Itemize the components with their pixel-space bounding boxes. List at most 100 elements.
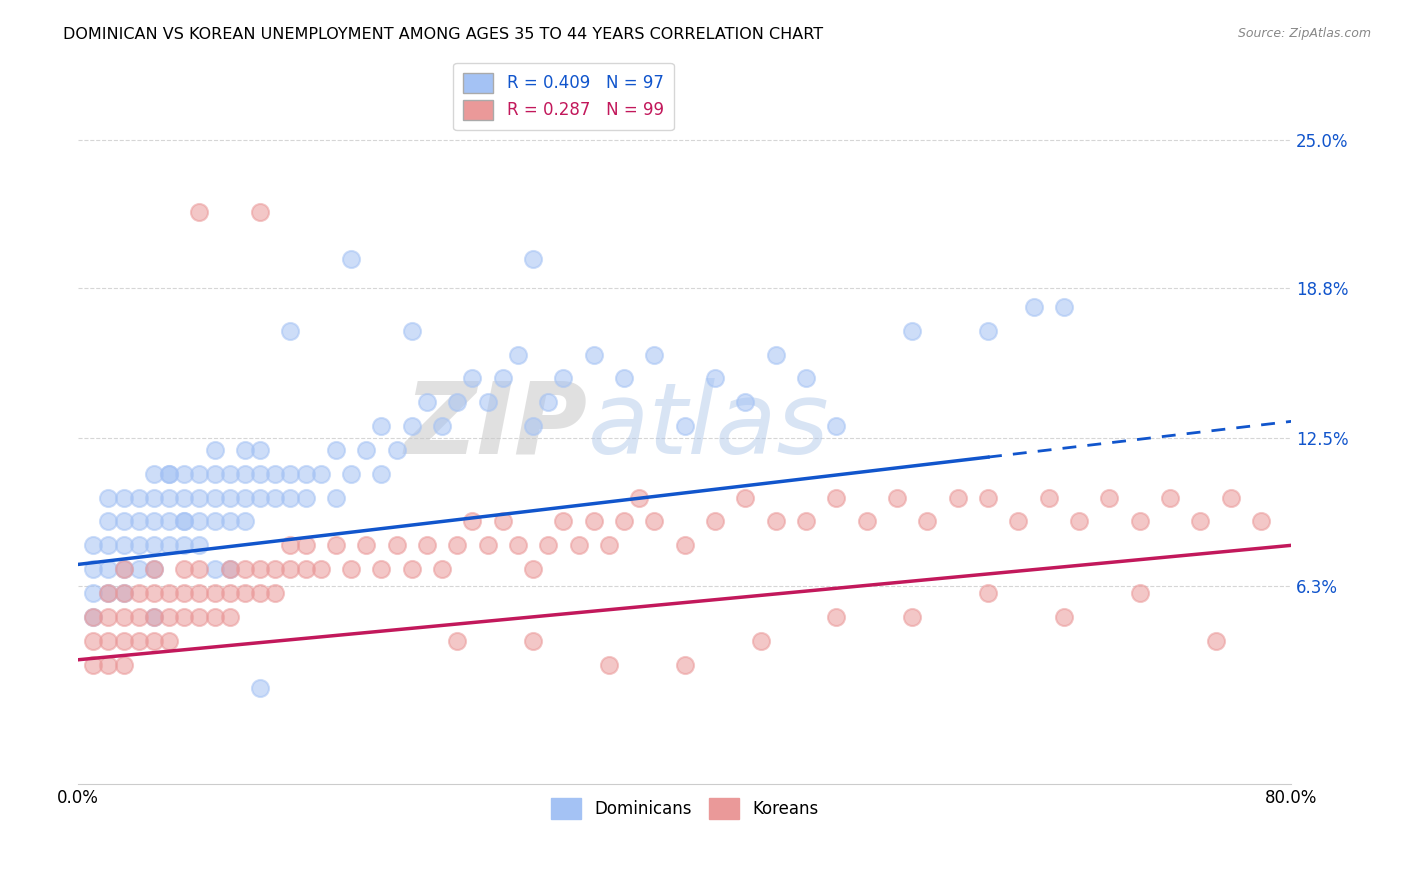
Point — [97, 562, 120, 576]
Text: atlas: atlas — [588, 377, 830, 475]
Point — [264, 467, 287, 481]
Point — [553, 371, 575, 385]
Point — [204, 442, 226, 457]
Point — [340, 562, 363, 576]
Point — [128, 538, 150, 552]
Point — [264, 562, 287, 576]
Point — [765, 515, 787, 529]
Point — [294, 562, 316, 576]
Point — [218, 562, 240, 576]
Point — [249, 562, 271, 576]
Point — [280, 562, 302, 576]
Point — [112, 657, 135, 672]
Point — [157, 467, 180, 481]
Point — [249, 681, 271, 696]
Point — [446, 538, 468, 552]
Point — [765, 348, 787, 362]
Point — [142, 538, 165, 552]
Point — [173, 562, 195, 576]
Point — [82, 586, 104, 600]
Point — [794, 371, 817, 385]
Point — [1129, 586, 1152, 600]
Point — [233, 562, 256, 576]
Point — [173, 515, 195, 529]
Point — [977, 491, 1000, 505]
Point — [354, 538, 377, 552]
Point — [97, 586, 120, 600]
Point — [173, 610, 195, 624]
Point — [188, 204, 211, 219]
Point — [82, 562, 104, 576]
Point — [643, 515, 665, 529]
Point — [204, 562, 226, 576]
Point — [112, 586, 135, 600]
Point — [977, 324, 1000, 338]
Point — [340, 252, 363, 267]
Point — [157, 467, 180, 481]
Point — [218, 586, 240, 600]
Point — [97, 538, 120, 552]
Point — [416, 395, 439, 409]
Point — [142, 586, 165, 600]
Point — [128, 586, 150, 600]
Point — [157, 586, 180, 600]
Point — [461, 515, 484, 529]
Point — [173, 491, 195, 505]
Point — [142, 610, 165, 624]
Point — [112, 491, 135, 505]
Point — [977, 586, 1000, 600]
Point — [1022, 300, 1045, 314]
Point — [82, 610, 104, 624]
Point — [613, 515, 636, 529]
Point — [385, 538, 408, 552]
Point — [855, 515, 877, 529]
Point — [946, 491, 969, 505]
Point — [188, 491, 211, 505]
Point — [901, 324, 924, 338]
Point — [188, 562, 211, 576]
Point — [325, 491, 347, 505]
Point — [1189, 515, 1212, 529]
Point — [325, 442, 347, 457]
Point — [1219, 491, 1241, 505]
Point — [128, 562, 150, 576]
Point — [97, 633, 120, 648]
Point — [112, 515, 135, 529]
Text: Source: ZipAtlas.com: Source: ZipAtlas.com — [1237, 27, 1371, 40]
Point — [673, 419, 696, 434]
Point — [218, 515, 240, 529]
Point — [401, 324, 423, 338]
Point — [249, 586, 271, 600]
Point — [385, 442, 408, 457]
Point — [1205, 633, 1227, 648]
Point — [734, 491, 756, 505]
Point — [112, 538, 135, 552]
Point — [157, 610, 180, 624]
Point — [1007, 515, 1029, 529]
Point — [628, 491, 651, 505]
Point — [128, 610, 150, 624]
Point — [673, 538, 696, 552]
Point — [204, 515, 226, 529]
Point — [477, 538, 499, 552]
Point — [1053, 610, 1076, 624]
Point — [128, 491, 150, 505]
Point — [233, 467, 256, 481]
Point — [537, 395, 560, 409]
Point — [825, 419, 848, 434]
Point — [492, 371, 515, 385]
Point — [309, 562, 332, 576]
Point — [112, 586, 135, 600]
Point — [1129, 515, 1152, 529]
Point — [204, 610, 226, 624]
Point — [188, 586, 211, 600]
Point — [188, 538, 211, 552]
Point — [1159, 491, 1181, 505]
Point — [218, 610, 240, 624]
Point — [249, 442, 271, 457]
Point — [354, 442, 377, 457]
Point — [97, 586, 120, 600]
Point — [901, 610, 924, 624]
Point — [598, 538, 620, 552]
Point — [280, 491, 302, 505]
